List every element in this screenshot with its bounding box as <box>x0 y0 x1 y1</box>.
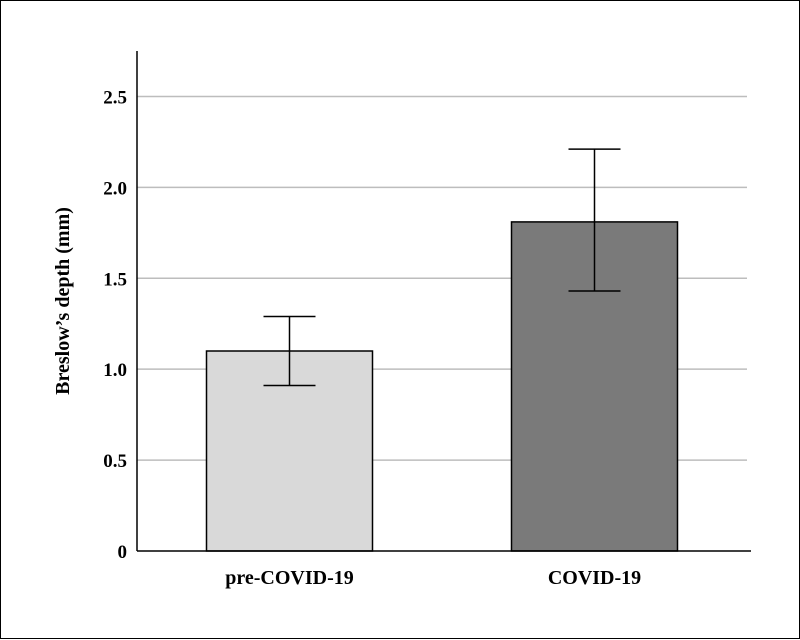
x-category-labels: pre-COVID-19 COVID-19 <box>225 567 641 589</box>
y-tick-label: 2.5 <box>103 87 127 108</box>
y-tick-label: 2.0 <box>103 178 127 199</box>
error-bars <box>263 148 621 387</box>
y-tick-label: 1.0 <box>103 360 127 381</box>
y-tick-label: 0 <box>118 542 128 563</box>
x-category-label: COVID-19 <box>548 567 641 589</box>
y-tick-label: 0.5 <box>103 451 127 472</box>
bar <box>510 221 679 552</box>
y-tick-label: 1.5 <box>103 269 127 290</box>
x-category-label: pre-COVID-19 <box>225 567 354 589</box>
axes <box>136 51 751 552</box>
bars <box>205 221 679 552</box>
y-axis-title: Breslow’s depth (mm) <box>52 207 74 395</box>
y-tick-labels: 0 0.5 1.0 1.5 2.0 2.5 <box>103 87 127 563</box>
